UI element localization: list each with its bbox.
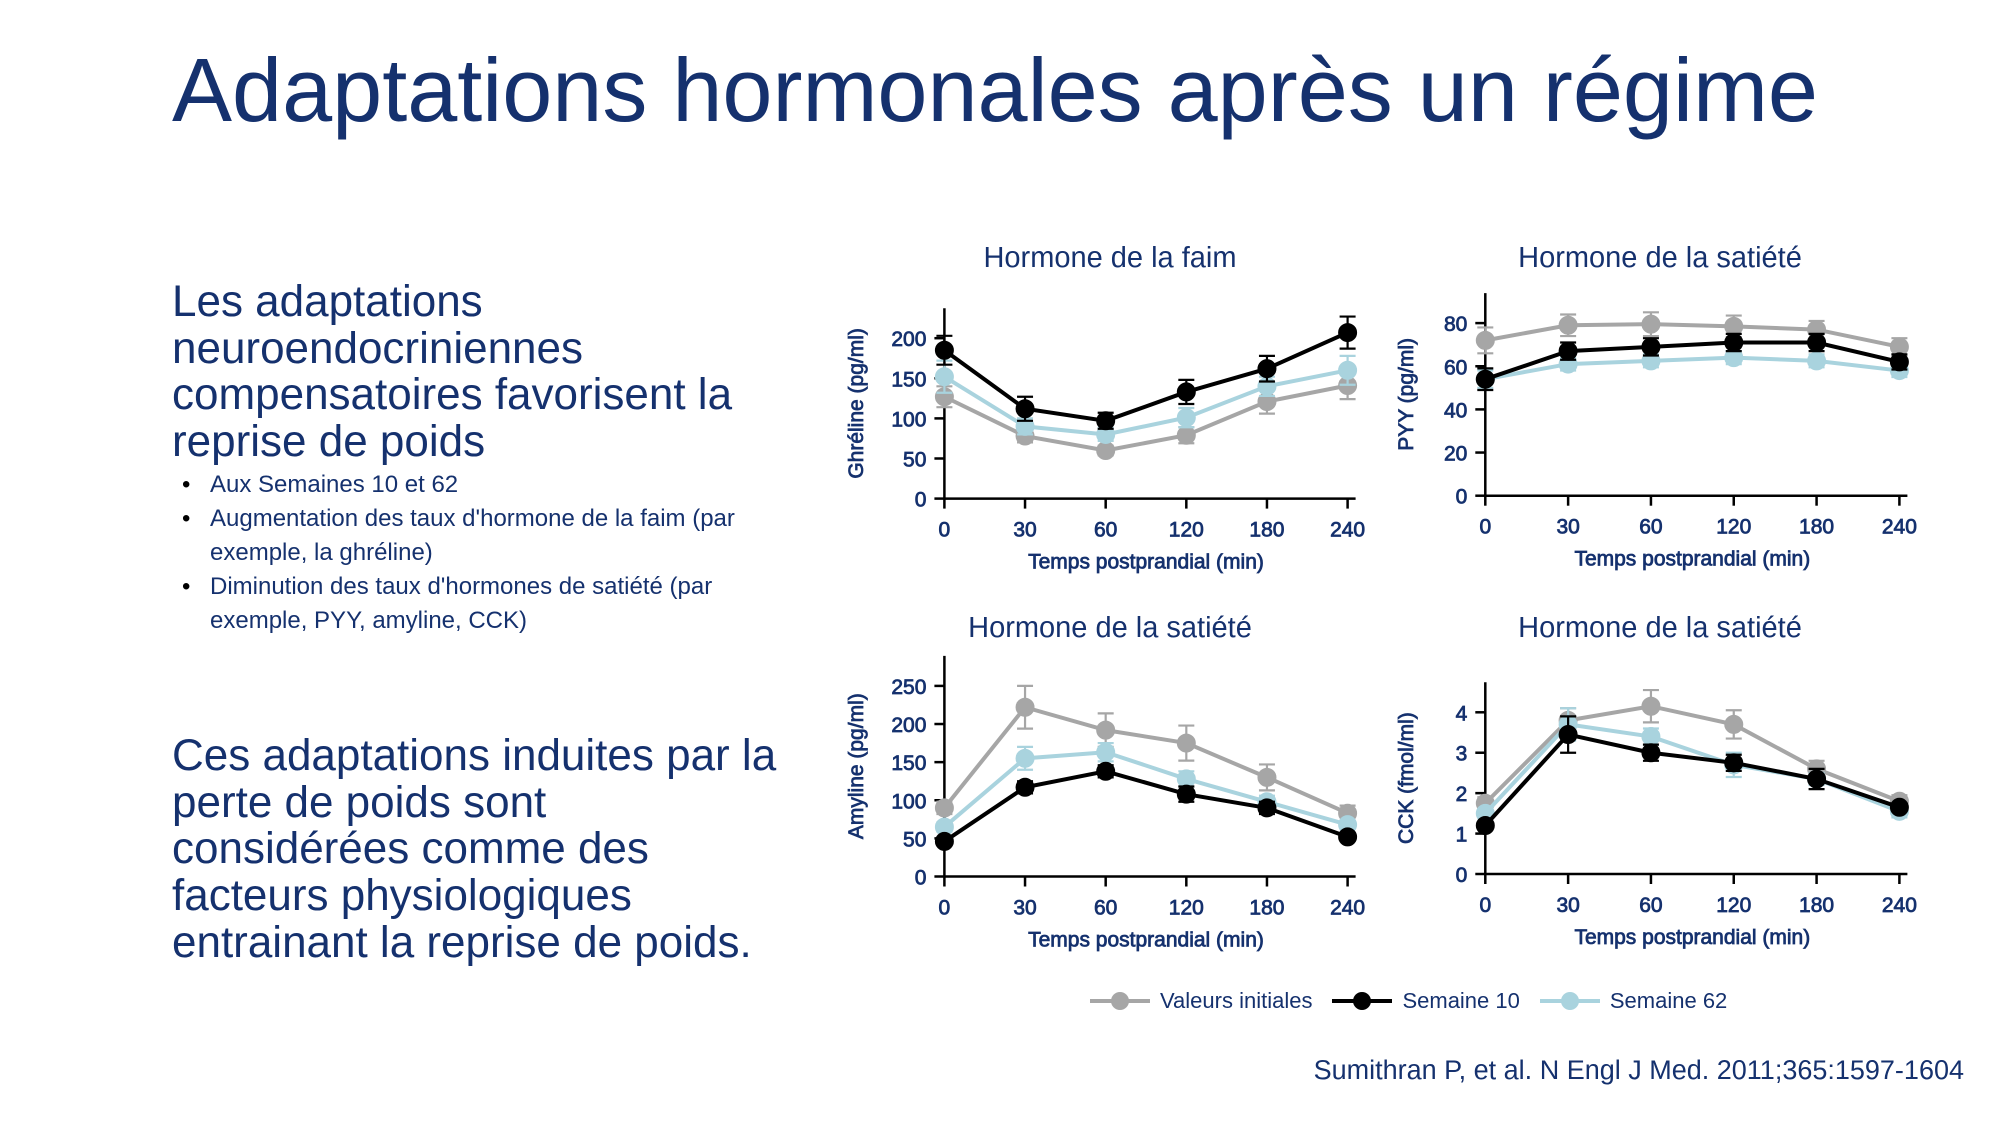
svg-text:30: 30	[1556, 894, 1580, 917]
svg-text:Hormone de la satiété: Hormone de la satiété	[968, 612, 1252, 644]
svg-text:1: 1	[1456, 824, 1468, 847]
svg-text:CCK (fmol/ml): CCK (fmol/ml)	[1395, 712, 1418, 844]
svg-text:Ghréline (pg/ml): Ghréline (pg/ml)	[845, 328, 868, 479]
svg-text:Temps postprandial (min): Temps postprandial (min)	[1028, 551, 1264, 574]
svg-text:80: 80	[1444, 313, 1468, 336]
svg-text:60: 60	[1094, 519, 1118, 542]
svg-text:4: 4	[1456, 702, 1468, 725]
svg-text:150: 150	[891, 368, 926, 391]
svg-text:Temps postprandial (min): Temps postprandial (min)	[1574, 926, 1810, 949]
svg-text:0: 0	[1456, 864, 1468, 887]
svg-text:180: 180	[1249, 897, 1284, 920]
svg-text:40: 40	[1444, 399, 1468, 422]
svg-text:200: 200	[891, 714, 926, 737]
svg-text:Amyline (pg/ml): Amyline (pg/ml)	[845, 693, 868, 840]
svg-text:200: 200	[891, 328, 926, 351]
svg-text:20: 20	[1444, 443, 1468, 466]
svg-text:240: 240	[1882, 516, 1917, 539]
svg-text:0: 0	[915, 489, 927, 512]
svg-text:30: 30	[1556, 516, 1580, 539]
svg-text:240: 240	[1330, 519, 1365, 542]
svg-text:240: 240	[1330, 897, 1365, 920]
svg-text:50: 50	[903, 828, 927, 851]
svg-text:120: 120	[1169, 519, 1204, 542]
svg-text:0: 0	[1479, 894, 1491, 917]
svg-text:60: 60	[1639, 894, 1663, 917]
svg-text:60: 60	[1444, 356, 1468, 379]
svg-text:240: 240	[1882, 894, 1917, 917]
svg-text:Temps postprandial (min): Temps postprandial (min)	[1028, 929, 1264, 952]
svg-text:30: 30	[1013, 519, 1037, 542]
svg-text:180: 180	[1799, 516, 1834, 539]
svg-text:180: 180	[1249, 519, 1284, 542]
svg-text:120: 120	[1169, 897, 1204, 920]
svg-text:0: 0	[939, 897, 951, 920]
svg-text:50: 50	[903, 449, 927, 472]
svg-text:180: 180	[1799, 894, 1834, 917]
svg-text:Hormone de la satiété: Hormone de la satiété	[1518, 242, 1802, 274]
svg-text:0: 0	[915, 867, 927, 890]
svg-text:60: 60	[1639, 516, 1663, 539]
svg-text:60: 60	[1094, 897, 1118, 920]
svg-text:0: 0	[1479, 516, 1491, 539]
svg-text:120: 120	[1716, 894, 1751, 917]
svg-text:100: 100	[891, 408, 926, 431]
svg-text:30: 30	[1013, 897, 1037, 920]
svg-text:150: 150	[891, 752, 926, 775]
svg-text:120: 120	[1716, 516, 1751, 539]
svg-text:2: 2	[1456, 783, 1468, 806]
svg-text:Hormone de la satiété: Hormone de la satiété	[1518, 612, 1802, 644]
svg-text:Temps postprandial (min): Temps postprandial (min)	[1574, 548, 1810, 571]
svg-text:0: 0	[1456, 486, 1468, 509]
svg-text:250: 250	[891, 676, 926, 699]
svg-text:0: 0	[939, 519, 951, 542]
svg-text:100: 100	[891, 790, 926, 813]
svg-text:PYY (pg/ml): PYY (pg/ml)	[1395, 338, 1418, 451]
svg-text:Hormone de la faim: Hormone de la faim	[983, 242, 1236, 274]
svg-text:3: 3	[1456, 743, 1468, 766]
